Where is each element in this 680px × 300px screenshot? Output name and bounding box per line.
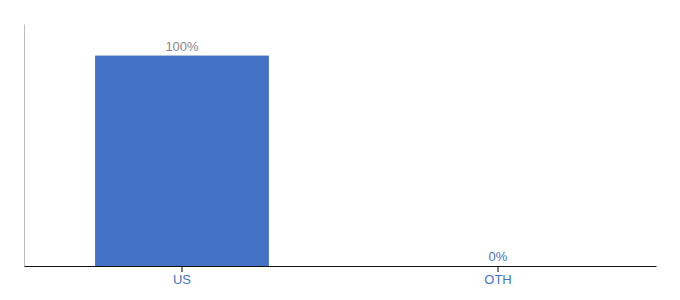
y-axis-line [24,25,25,267]
chart-svg: US OTH 100% 0% [0,0,680,300]
x-tick: US [173,266,191,287]
x-tick: OTH [484,266,511,287]
x-axis: US OTH [25,266,657,287]
bar [95,56,269,266]
x-tick-mark [182,266,183,272]
plot-area: US OTH 100% 0% [25,25,657,288]
data-label: 100% [165,39,199,54]
x-tick-label: US [173,272,191,287]
x-axis-line [25,266,657,267]
chart-container: US OTH 100% 0% [0,0,680,300]
y-axis [24,25,25,267]
bars [95,56,269,266]
x-tick-label: OTH [484,272,511,287]
x-tick-mark [498,266,499,272]
data-label: 0% [489,249,508,264]
data-labels: 100% 0% [165,39,507,264]
bar [411,266,585,267]
